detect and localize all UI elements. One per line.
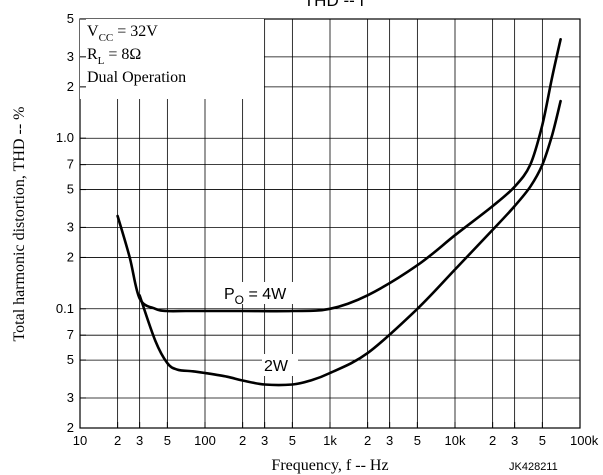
series-4w-curve xyxy=(116,38,562,313)
x-tick-label-6: 3 xyxy=(261,433,268,448)
x-tick-label-1: 2 xyxy=(114,433,121,448)
series-2w-label: 2W xyxy=(264,358,289,375)
rl-sub: L xyxy=(98,55,105,67)
vcc-sub: CC xyxy=(99,32,114,44)
condition-vcc: VCC = 32V xyxy=(87,23,158,44)
y-tick-label-9: 1.0 xyxy=(56,130,74,145)
series-4w-label-bg xyxy=(222,282,310,304)
y-tick-label-0: 2 xyxy=(67,420,74,435)
y-tick-label-12: 5 xyxy=(67,11,74,26)
figure-code: JK428211 xyxy=(509,461,558,473)
y-tick-label-2: 5 xyxy=(67,352,74,367)
x-tick-label-13: 2 xyxy=(489,433,496,448)
y-tick-label-4: 0.1 xyxy=(56,301,74,316)
chart-title: THD -- f xyxy=(304,0,365,10)
rl-rest: = 8Ω xyxy=(104,46,141,63)
x-tick-label-2: 3 xyxy=(136,433,143,448)
condition-mode: Dual Operation xyxy=(87,69,186,86)
y-tick-label-10: 2 xyxy=(67,79,74,94)
y-tick-label-3: 7 xyxy=(67,327,74,342)
y-tick-label-1: 3 xyxy=(67,390,74,405)
y-tick-label-7: 5 xyxy=(67,182,74,197)
series-4w-label-main: P xyxy=(224,286,235,303)
series-4w-label: PO = 4W xyxy=(224,286,287,307)
x-tick-label-10: 3 xyxy=(386,433,393,448)
condition-rl: RL = 8Ω xyxy=(87,46,141,67)
curve-labels: PO = 4W 2W xyxy=(222,282,310,376)
y-axis-label: Total harmonic distortion, THD -- % xyxy=(11,107,28,342)
axis-tick-labels: 10 2 3 5 100 2 3 5 1k 2 3 5 10k 2 3 5 100k23570.123571.0… xyxy=(56,11,599,448)
chart-curves xyxy=(116,38,562,387)
y-tick-label-5: 2 xyxy=(67,249,74,264)
x-tick-label-0: 10 xyxy=(73,433,87,448)
x-tick-label-5: 2 xyxy=(239,433,246,448)
conditions-box-bg xyxy=(80,19,264,99)
y-tick-label-8: 7 xyxy=(67,157,74,172)
x-tick-label-3: 5 xyxy=(164,433,171,448)
x-tick-label-11: 5 xyxy=(414,433,421,448)
x-tick-label-8: 1k xyxy=(323,433,337,448)
y-tick-label-11: 3 xyxy=(67,49,74,64)
rl-main: R xyxy=(87,46,98,63)
x-tick-label-9: 2 xyxy=(364,433,371,448)
x-tick-label-16: 100k xyxy=(570,433,599,448)
series-4w-label-rest: = 4W xyxy=(244,286,287,303)
x-tick-label-7: 5 xyxy=(289,433,296,448)
vcc-rest: = 32V xyxy=(113,23,158,40)
y-tick-label-6: 3 xyxy=(67,219,74,234)
vcc-main: V xyxy=(87,23,99,40)
conditions-box: VCC = 32V RL = 8Ω Dual Operation xyxy=(80,19,264,99)
x-tick-label-4: 100 xyxy=(194,433,216,448)
series-2w-label-bg xyxy=(262,354,298,376)
series-2w-curve xyxy=(138,99,562,387)
series-4w-label-sub: O xyxy=(235,293,244,307)
x-tick-label-14: 3 xyxy=(511,433,518,448)
x-tick-label-12: 10k xyxy=(445,433,466,448)
x-axis-label: Frequency, f -- Hz xyxy=(271,457,388,474)
x-tick-label-15: 5 xyxy=(539,433,546,448)
